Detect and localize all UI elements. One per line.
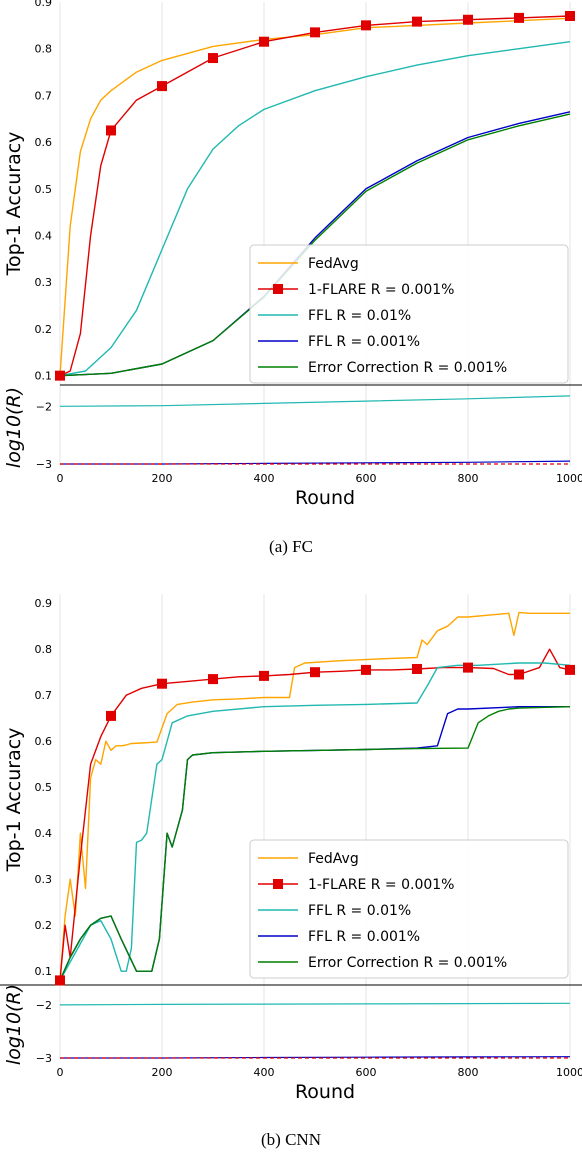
legend-label: Error Correction R = 0.001% [308,360,507,376]
legend: FedAvg 1-FLARE R = 0.001% FFL R = 0.01% FFL… [249,244,569,384]
y-tick-label: 0.6 [35,136,53,149]
y-tick-label: 0.8 [35,643,53,656]
x-tick-label: 200 [152,472,173,485]
series-marker-1 [106,710,116,721]
y-tick-label: 0.2 [35,919,53,932]
series-marker-1 [157,81,167,92]
series-marker-1 [565,664,575,675]
x-axis-label: Round [295,1081,355,1103]
legend-label: FFL R = 0.01% [308,903,411,919]
y-tick-label: 0.3 [35,873,53,886]
series-marker-1 [412,16,422,27]
series-marker-1 [361,20,371,31]
y-tick-label: 0.9 [35,0,53,9]
y-tick-label: 0.2 [35,323,53,336]
legend-box [249,839,569,979]
series-marker-1 [310,27,320,38]
y-tick-label: 0.9 [35,597,53,610]
legend-box [249,244,569,384]
series-marker-1 [208,674,218,685]
series-marker-1 [514,12,524,23]
series-line-2 [59,41,571,377]
legend-label: FedAvg [308,256,359,272]
series-marker-1 [208,53,218,64]
x-tick-label: 600 [356,472,377,485]
series-marker-1 [55,370,65,381]
series-marker-1 [310,667,320,678]
y-tick-label: 0.5 [35,781,53,794]
y-tick-label: 0.3 [35,276,53,289]
chart-0: 0 200 400 600 800 1000 0.1 0.2 0.3 0.4 0.5 0.6 0.7 0.… [3,0,582,556]
series-marker-1 [157,678,167,689]
sub-y-axis-label: log10(R) [3,387,25,468]
series-marker-1 [259,670,269,681]
sub-y-tick-label: −3 [36,1052,52,1065]
x-tick-label: 0 [57,1066,64,1079]
y-tick-label: 0.6 [35,735,53,748]
series-marker-1 [55,975,65,986]
sub-y-tick-label: −2 [36,999,52,1012]
legend: FedAvg 1-FLARE R = 0.001% FFL R = 0.01% FFL… [249,839,569,979]
legend-label: FFL R = 0.01% [308,308,411,324]
series-marker-1 [463,14,473,25]
legend-label: 1-FLARE R = 0.001% [308,877,454,893]
x-tick-label: 1000 [556,1066,582,1079]
series-line-0 [59,17,571,376]
sub-series-line-0 [59,1002,571,1006]
legend-swatch-marker [273,879,283,889]
x-axis-label: Round [295,487,355,509]
series-marker-1 [514,669,524,680]
legend-label: 1-FLARE R = 0.001% [308,282,454,298]
x-tick-label: 400 [254,1066,275,1079]
legend-label: FFL R = 0.001% [308,929,420,945]
x-tick-label: 800 [458,1066,479,1079]
series-marker-1 [565,11,575,22]
legend-label: Error Correction R = 0.001% [308,955,507,971]
y-tick-label: 0.8 [35,43,53,56]
sub-y-axis-label: log10(R) [3,984,25,1065]
y-tick-label: 0.1 [35,965,53,978]
chart-1: 0 200 400 600 800 1000 0.1 0.2 0.3 0.4 0.5 0.6 0.7 0.… [0,594,582,1149]
series-line-1 [59,648,571,981]
series-marker-1 [412,663,422,674]
series-line-4 [59,706,571,981]
series-marker-1 [259,36,269,47]
x-tick-label: 200 [152,1066,173,1079]
y-tick-label: 0.5 [35,183,53,196]
series-line-2 [59,662,571,981]
series-marker-1 [463,662,473,673]
legend-label: FFL R = 0.001% [308,334,420,350]
legend-swatch-marker [273,284,283,294]
series-line-1 [59,15,571,377]
x-tick-label: 400 [254,472,275,485]
x-tick-label: 600 [356,1066,377,1079]
x-tick-label: 1000 [556,472,582,485]
series-line-0 [59,611,570,981]
x-tick-label: 800 [458,472,479,485]
y-tick-label: 0.4 [35,827,53,840]
figure-caption: (a) FC [269,537,313,556]
y-tick-label: 0.7 [35,89,53,102]
y-tick-label: 0.7 [35,689,53,702]
series-marker-1 [361,664,371,675]
y-tick-label: 0.1 [35,370,53,383]
y-tick-label: 0.4 [35,230,53,243]
sub-y-tick-label: −2 [36,400,52,413]
series-line-4 [59,113,571,377]
x-tick-label: 0 [57,472,64,485]
legend-label: FedAvg [308,851,359,867]
sub-series-line-0 [59,395,571,407]
y-axis-label: Top-1 Accuracy [3,132,25,277]
y-axis-label: Top-1 Accuracy [3,728,25,873]
sub-y-tick-label: −3 [36,458,52,471]
figure-caption: (b) CNN [261,1130,321,1149]
series-marker-1 [106,125,116,136]
